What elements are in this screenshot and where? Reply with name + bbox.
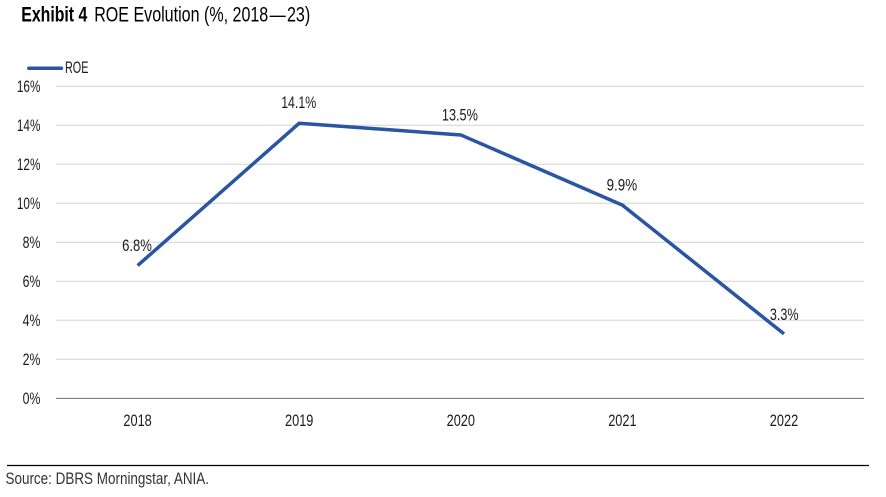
svg-text:3.3%: 3.3% — [770, 305, 799, 324]
svg-text:6%: 6% — [23, 272, 41, 291]
svg-text:ROE Evolution (%, 2018 — 23): ROE Evolution (%, 2018 — 23) — [94, 3, 310, 26]
svg-text:14%: 14% — [17, 116, 41, 135]
svg-text:14.1%: 14.1% — [281, 93, 316, 112]
svg-text:0%: 0% — [23, 389, 41, 408]
svg-text:16%: 16% — [17, 77, 41, 96]
svg-text:13.5%: 13.5% — [442, 106, 478, 125]
svg-text:10%: 10% — [17, 194, 41, 213]
svg-text:2%: 2% — [23, 350, 41, 369]
svg-text:6.8%: 6.8% — [122, 236, 152, 255]
svg-text:4%: 4% — [23, 311, 41, 330]
svg-text:9.9%: 9.9% — [607, 176, 638, 195]
svg-text:ROE: ROE — [65, 58, 88, 77]
svg-text:2020: 2020 — [447, 411, 475, 430]
svg-text:2019: 2019 — [285, 411, 313, 430]
svg-text:8%: 8% — [23, 233, 41, 252]
svg-text:2022: 2022 — [770, 411, 798, 430]
svg-text:2018: 2018 — [123, 411, 151, 430]
svg-text:Source: DBRS Morningstar, ANIA: Source: DBRS Morningstar, ANIA. — [6, 469, 210, 488]
svg-text:2021: 2021 — [608, 411, 636, 430]
svg-text:Exhibit 4: Exhibit 4 — [21, 3, 87, 26]
svg-text:12%: 12% — [17, 155, 41, 174]
